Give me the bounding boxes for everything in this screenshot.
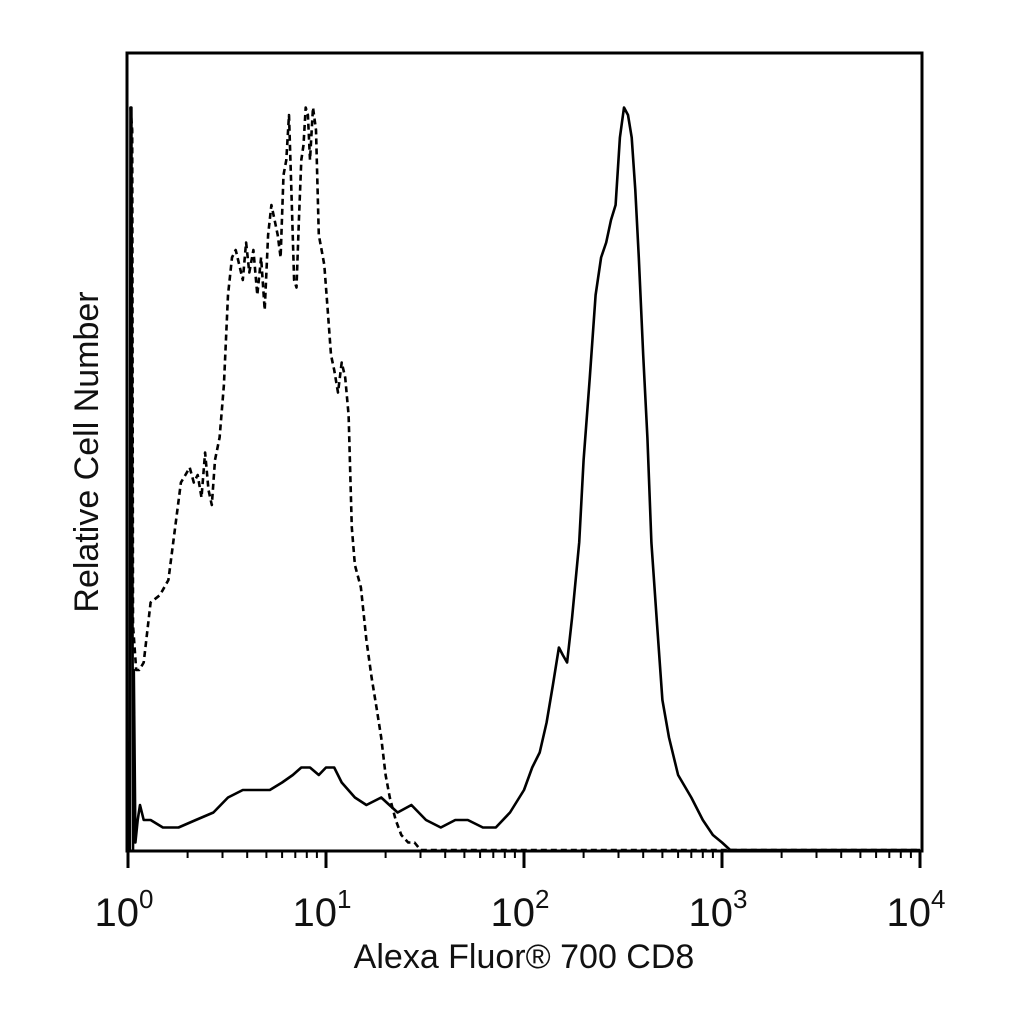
x-tick-label: 103 <box>689 884 748 935</box>
x-tick-label-exponent: 2 <box>535 884 549 914</box>
x-tick-label: 101 <box>293 884 352 935</box>
x-tick-label-base: 10 <box>293 891 338 935</box>
x-tick-label: 104 <box>887 884 946 935</box>
x-tick-label-exponent: 3 <box>733 884 747 914</box>
x-tick-label: 102 <box>491 884 550 935</box>
x-tick-label: 100 <box>95 884 154 935</box>
x-minor-ticks <box>126 851 922 868</box>
x-tick-label-exponent: 0 <box>139 884 153 914</box>
x-tick-labels: 100 101 102 103 104 <box>95 884 946 935</box>
x-tick-label-exponent: 4 <box>931 884 945 914</box>
x-tick-label-base: 10 <box>491 891 536 935</box>
x-tick-label-base: 10 <box>95 891 140 935</box>
x-tick-label-base: 10 <box>689 891 734 935</box>
x-axis-title: Alexa Fluor® 700 CD8 <box>354 938 695 976</box>
x-tick-label-base: 10 <box>887 891 932 935</box>
x-tick-label-exponent: 1 <box>337 884 351 914</box>
series-line-solid <box>128 106 920 852</box>
y-axis-title: Relative Cell Number <box>68 291 106 612</box>
